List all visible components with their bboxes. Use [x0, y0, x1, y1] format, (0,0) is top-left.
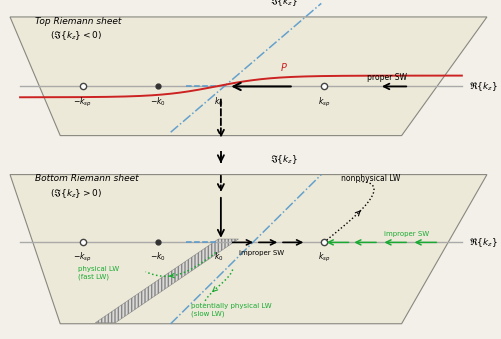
Text: proper SW: proper SW	[366, 73, 406, 82]
Text: Bottom Riemann sheet: Bottom Riemann sheet	[35, 174, 138, 183]
Text: $-k_0$: $-k_0$	[150, 96, 166, 108]
Text: $\mathfrak{I}\{k_z\}$: $\mathfrak{I}\{k_z\}$	[269, 153, 297, 166]
Text: physical LW
(fast LW): physical LW (fast LW)	[78, 266, 119, 280]
Text: $-k_{sp}$: $-k_{sp}$	[73, 251, 92, 264]
Polygon shape	[10, 175, 486, 324]
Text: $k_{sp}$: $k_{sp}$	[317, 96, 329, 109]
Polygon shape	[95, 239, 238, 323]
Text: $\mathfrak{R}\{k_z\}$: $\mathfrak{R}\{k_z\}$	[468, 236, 497, 249]
Text: $(\mathfrak{I}\{k_z\} > 0)$: $(\mathfrak{I}\{k_z\} > 0)$	[50, 187, 102, 200]
Text: $k_0$: $k_0$	[213, 251, 223, 263]
Polygon shape	[10, 17, 486, 136]
Text: $-k_{sp}$: $-k_{sp}$	[73, 96, 92, 109]
Text: $-k_0$: $-k_0$	[150, 251, 166, 263]
Text: Top Riemann sheet: Top Riemann sheet	[35, 17, 121, 26]
Text: improper SW: improper SW	[383, 231, 428, 237]
Text: $\mathfrak{R}\{k_z\}$: $\mathfrak{R}\{k_z\}$	[468, 80, 497, 93]
Text: nonphysical LW: nonphysical LW	[341, 174, 400, 183]
Text: P: P	[281, 63, 287, 73]
Text: $k_{sp}$: $k_{sp}$	[317, 251, 329, 264]
Text: $k_0$: $k_0$	[213, 96, 223, 108]
Text: $\mathfrak{I}\{k_z\}$: $\mathfrak{I}\{k_z\}$	[269, 0, 297, 8]
Text: $(\mathfrak{I}\{k_z\} < 0)$: $(\mathfrak{I}\{k_z\} < 0)$	[50, 29, 102, 42]
Text: improper SW: improper SW	[239, 250, 284, 256]
Text: potentially physical LW
(slow LW): potentially physical LW (slow LW)	[190, 303, 271, 317]
